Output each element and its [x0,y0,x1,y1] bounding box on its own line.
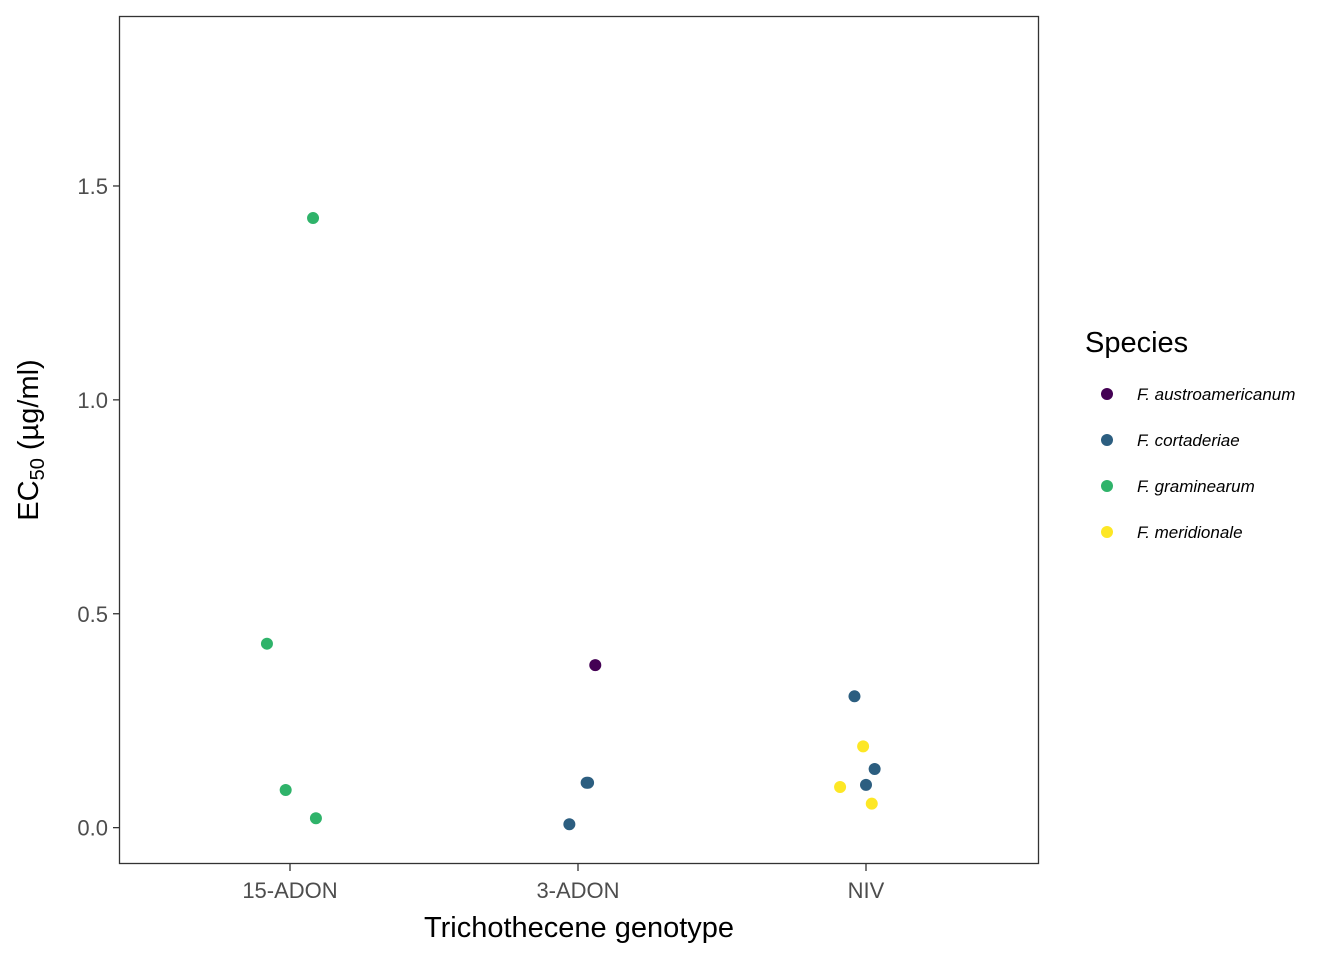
data-point [589,659,602,672]
data-point [582,776,595,789]
data-point [279,783,292,796]
plot-panel-border [118,15,1040,865]
legend-label: F. cortaderiae [1137,431,1240,450]
y-axis-title: EC50 (µg/ml) [13,359,49,520]
x-axis: 15-ADON 3-ADON NIV [242,864,885,903]
legend-key [1101,388,1113,400]
legend-label: F. austroamericanum [1137,385,1295,404]
data-point [834,781,847,793]
data-point [307,212,320,225]
legend-key [1101,434,1113,446]
legend-label: F. meridionale [1137,523,1243,542]
legend: F. austroamericanum F. cortaderiae F. gram… [1101,385,1295,542]
data-point [868,763,881,776]
data-point [848,690,861,703]
data-points [260,212,881,831]
y-axis-title-subscript: 50 [27,458,49,480]
data-point [857,740,870,753]
data-point [865,797,878,810]
x-tick-label: NIV [848,878,885,903]
data-point [260,637,273,650]
y-tick-label: 0.5 [77,602,108,627]
data-point [860,778,872,791]
legend-key [1101,526,1113,538]
data-point [309,812,322,825]
y-tick-label: 1.0 [77,388,108,413]
legend-key [1101,480,1113,492]
x-tick-label: 3-ADON [536,878,619,903]
data-point [563,818,576,831]
x-tick-label: 15-ADON [242,878,337,903]
y-axis-title-main: EC [13,480,45,520]
y-axis: 0.0 0.5 1.0 1.5 [77,174,120,841]
x-axis-title: Trichothecene genotype [424,912,734,944]
legend-title: Species [1085,327,1188,359]
y-axis-title-suffix: (µg/ml) [13,359,45,458]
y-tick-label: 0.0 [77,816,108,841]
legend-label: F. graminearum [1137,477,1255,496]
y-tick-label: 1.5 [77,174,108,199]
